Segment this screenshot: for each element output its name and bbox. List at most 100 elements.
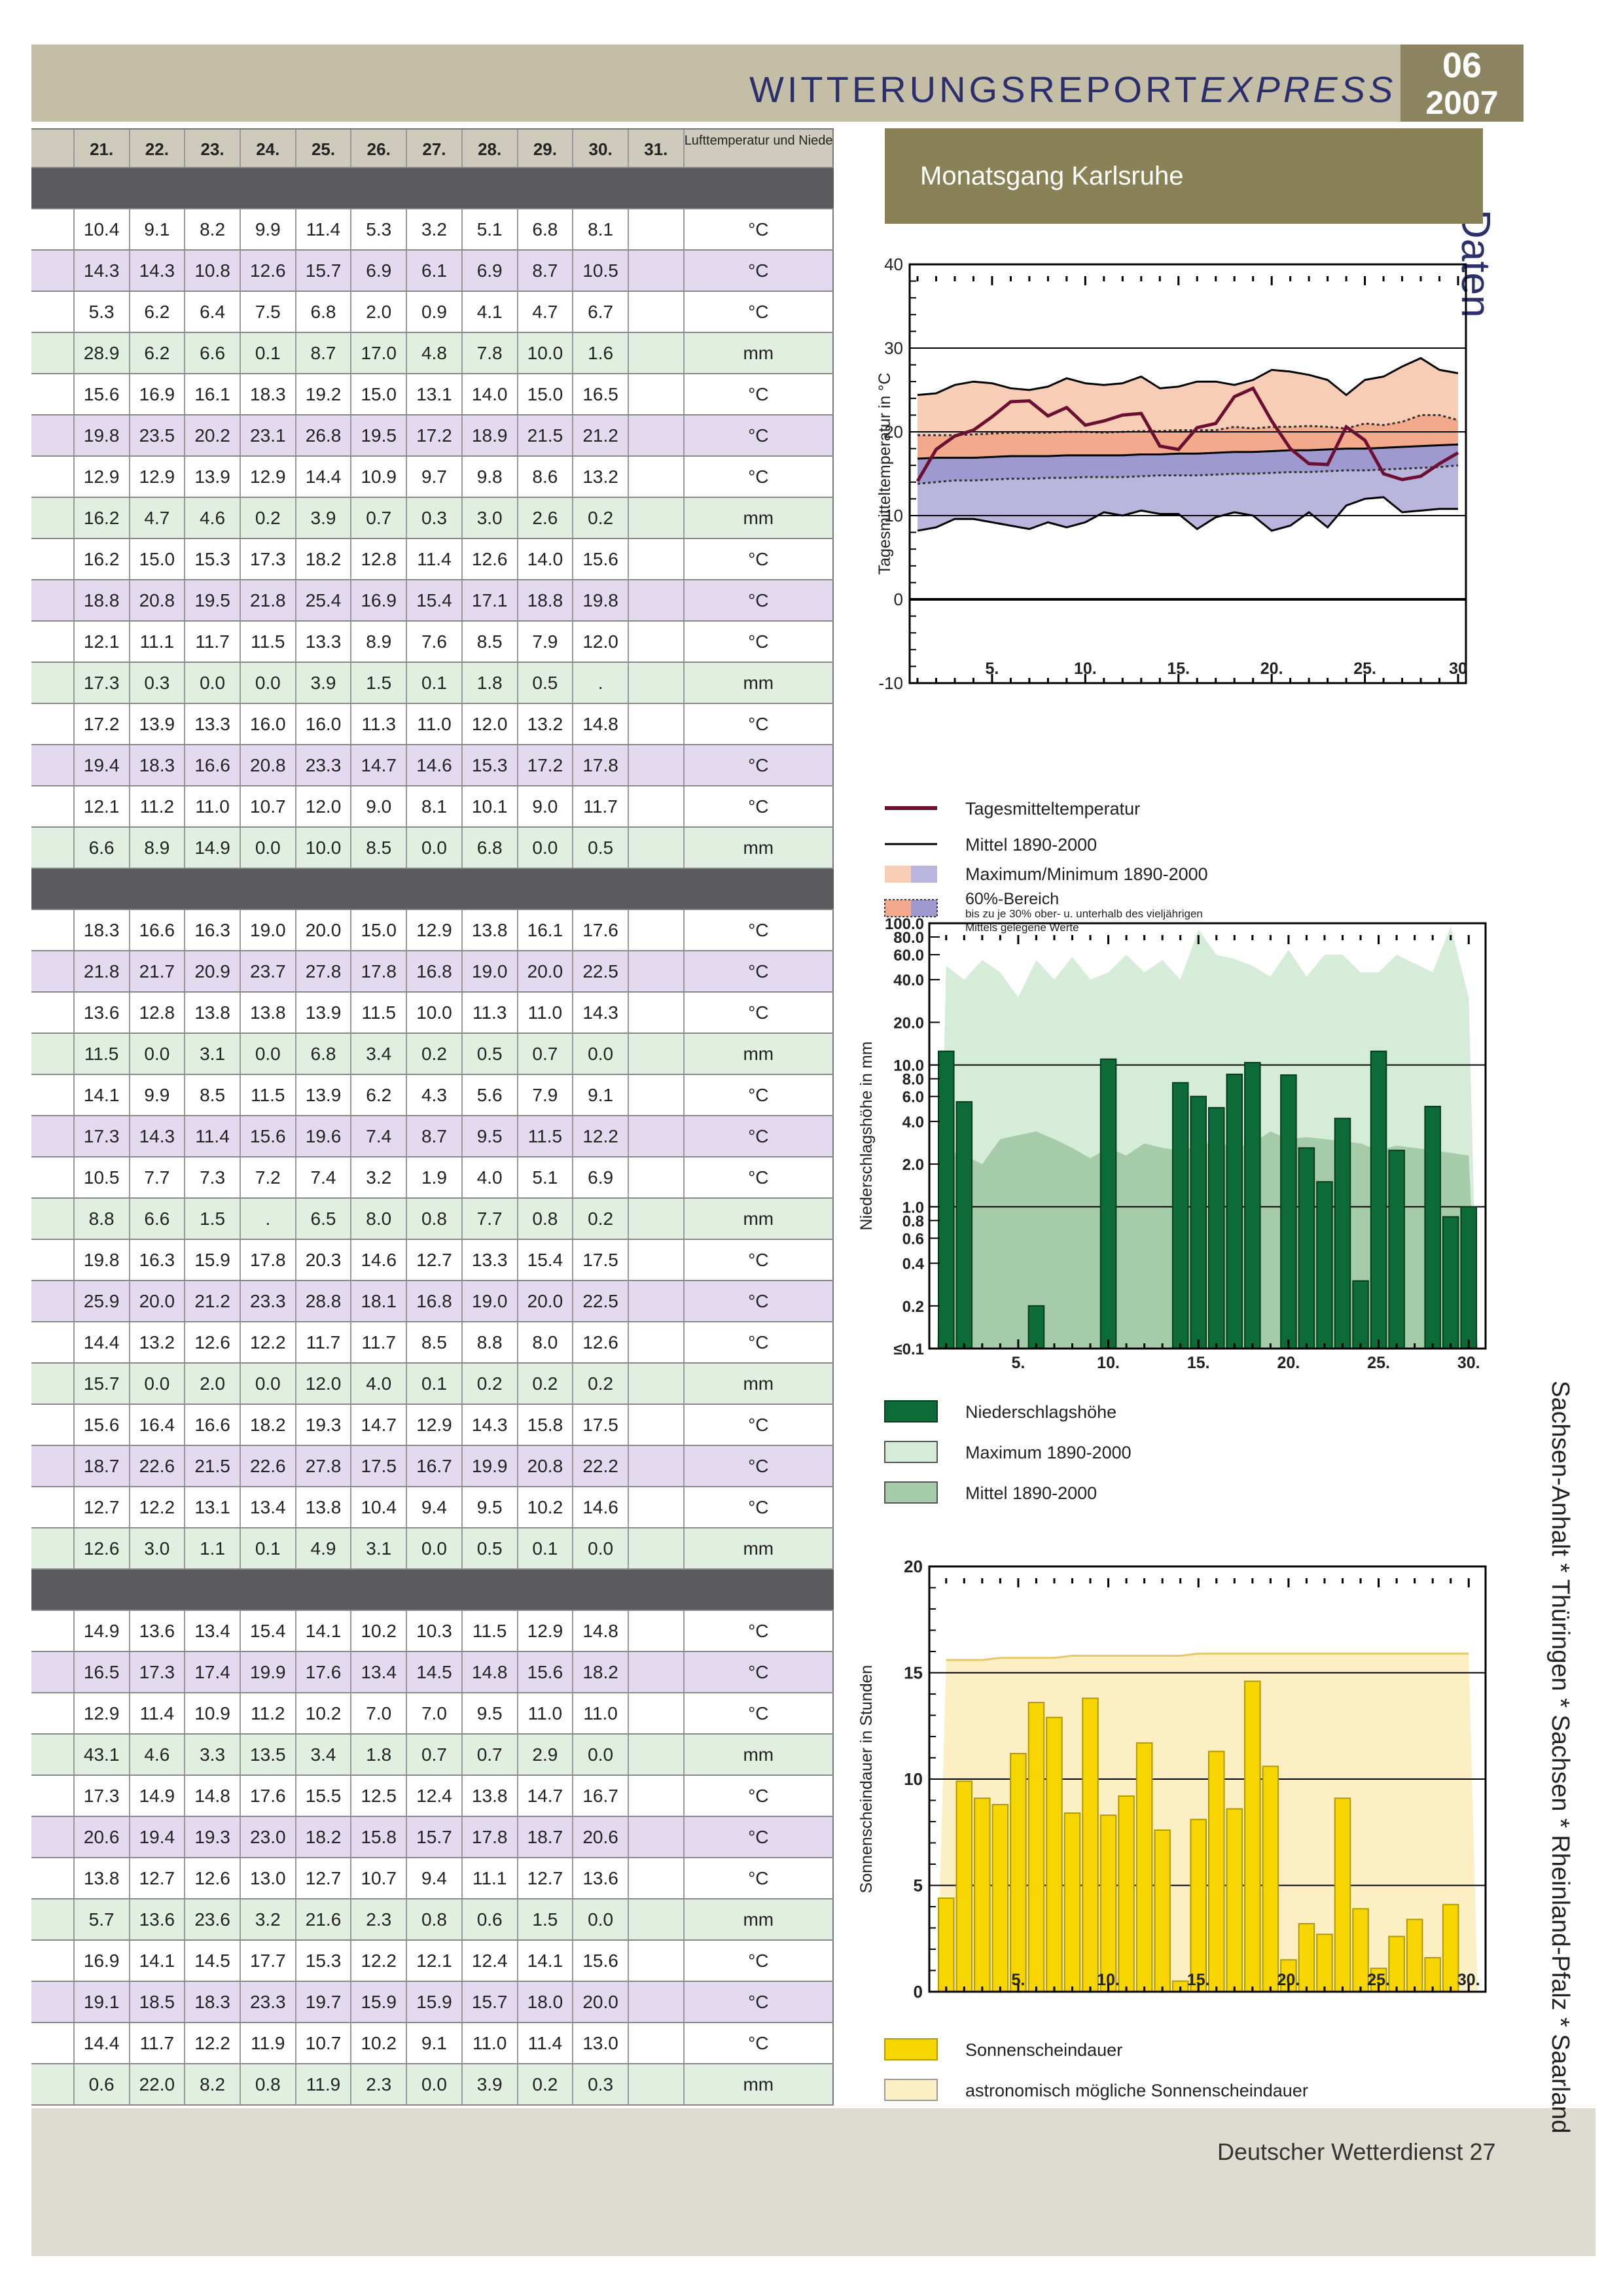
table-cell: 15.4: [518, 1240, 574, 1280]
x-tick-label: 5.: [1011, 1354, 1025, 1372]
table-cell: 8.8: [463, 1322, 518, 1362]
row-label-cell: [31, 539, 75, 579]
table-cell: 0.8: [518, 1199, 574, 1239]
table-row: 16.9 14.1 14.5 17.7 15.3 12.2 12.1 12.4 14.1 15.6…: [31, 1941, 834, 1982]
table-row: 18.8 20.8 19.5 21.8 25.4 16.9 15.4 17.1 18.8 19.8…: [31, 580, 834, 622]
unit-cell: °C: [685, 580, 834, 620]
sunshine-bar: [1190, 1818, 1207, 1992]
table-cell: 4.1: [463, 292, 518, 332]
table-cell: 17.2: [75, 704, 130, 744]
table-cell: 11.4: [185, 1116, 241, 1156]
sunshine-bar: [1046, 1716, 1063, 1992]
table-cell: 14.7: [351, 1405, 408, 1445]
table-cell: 6.6: [185, 333, 241, 373]
table-cell: 16.2: [75, 539, 130, 579]
table-cell: 4.0: [463, 1157, 518, 1197]
column-header: 29.: [518, 130, 574, 167]
table-cell: 12.0: [463, 704, 518, 744]
table-row: 8.8 6.6 1.5. 6.5 8.0 0.8 7.7 0.8 0.2 mm: [31, 1199, 834, 1240]
table-cell: 17.7: [241, 1941, 296, 1981]
y-tick-label: 4.0: [902, 1114, 924, 1131]
report-header: [31, 44, 1524, 122]
table-cell: 12.9: [518, 1611, 574, 1651]
table-cell: 18.7: [518, 1817, 574, 1857]
table-row: 14.1 9.9 8.5 11.5 13.9 6.2 4.3 5.6 7.9 9.1 °C: [31, 1075, 834, 1116]
unit-cell: °C: [685, 1652, 834, 1692]
sunshine-bar: [1010, 1753, 1027, 1992]
table-row: 14.9 13.6 13.4 15.4 14.1 10.2 10.3 11.5 12.9 14.8…: [31, 1611, 834, 1652]
table-cell: 11.9: [296, 2064, 352, 2104]
table-cell: 0.2: [241, 498, 296, 538]
table-cell: 21.5: [185, 1446, 241, 1486]
table-cell: 14.3: [130, 1116, 186, 1156]
table-cell: 7.2: [241, 1157, 296, 1197]
station-section-bar: [31, 1570, 834, 1611]
table-cell: 8.5: [351, 828, 408, 868]
row-label-cell: [31, 333, 75, 373]
table-cell: 5.3: [351, 209, 408, 249]
row-label-cell: [31, 993, 75, 1033]
table-cell: 16.6: [185, 745, 241, 785]
table-cell: 12.6: [463, 539, 518, 579]
table-cell: 1.5: [185, 1199, 241, 1239]
table-cell: 0.2: [518, 1364, 574, 1404]
table-cell: 12.1: [75, 786, 130, 826]
table-cell: 5.6: [463, 1075, 518, 1115]
table-cell: 3.0: [130, 1528, 186, 1568]
row-label-cell: [31, 704, 75, 744]
row-label-cell: [31, 1322, 75, 1362]
table-cell: [629, 1199, 685, 1239]
table-cell: 13.8: [75, 1858, 130, 1898]
y-tick-label: 40: [884, 255, 903, 274]
table-cell: 13.3: [463, 1240, 518, 1280]
table-cell: 18.3: [130, 745, 186, 785]
table-cell: 13.6: [75, 993, 130, 1033]
table-cell: [629, 1652, 685, 1692]
table-cell: 10.3: [407, 1611, 463, 1651]
table-cell: 4.6: [130, 1735, 186, 1775]
precip-bar: [1370, 1050, 1387, 1349]
row-label-cell: [31, 2064, 75, 2104]
table-cell: 4.0: [351, 1364, 408, 1404]
table-cell: [629, 209, 685, 249]
legend-label-sunshine: Sonnenscheindauer: [965, 2040, 1122, 2060]
table-cell: 15.6: [518, 1652, 574, 1692]
table-cell: 19.0: [241, 910, 296, 950]
table-cell: 1.8: [351, 1735, 408, 1775]
table-row: 11.5 0.0 3.1 0.0 6.8 3.4 0.2 0.5 0.7 0.0 mm: [31, 1034, 834, 1075]
table-cell: 11.0: [185, 786, 241, 826]
table-cell: 19.8: [75, 415, 130, 455]
table-cell: 8.0: [351, 1199, 408, 1239]
row-label-cell: [31, 828, 75, 868]
table-cell: 6.6: [130, 1199, 186, 1239]
station-section-bar: [31, 168, 834, 209]
y-tick-label: 8.0: [902, 1071, 924, 1089]
table-cell: [629, 1034, 685, 1074]
unit-cell: °C: [685, 1405, 834, 1445]
issue-year: 2007: [1425, 84, 1499, 121]
table-cell: 0.0: [241, 1364, 296, 1404]
table-cell: 22.6: [130, 1446, 186, 1486]
y-tick-label: 10: [884, 506, 903, 525]
table-cell: 13.0: [241, 1858, 296, 1898]
table-cell: 17.8: [463, 1817, 518, 1857]
legend-band-border: [884, 899, 938, 917]
row-label-cell: [31, 1157, 75, 1197]
table-cell: 17.3: [75, 663, 130, 703]
table-cell: [629, 1776, 685, 1816]
table-cell: 13.4: [241, 1487, 296, 1527]
table-cell: [629, 1405, 685, 1445]
table-cell: 18.5: [130, 1982, 186, 2022]
table-cell: 8.9: [351, 622, 408, 662]
table-cell: [629, 1240, 685, 1280]
table-cell: 12.9: [407, 910, 463, 950]
table-cell: 22.2: [573, 1446, 629, 1486]
temperature-chart: -10 0 10 20 30 40 5. 10. 15. 20. 25. 30 Tagesmittelt…: [877, 255, 1467, 693]
table-row: 21.8 21.7 20.9 23.7 27.8 17.8 16.8 19.0 20.0 22.5…: [31, 951, 834, 993]
table-cell: 14.6: [351, 1240, 408, 1280]
table-cell: 6.4: [185, 292, 241, 332]
table-header-row: 21. 22. 23. 24. 25. 26. 27. 28. 29. 30. 31. Lufttem…: [31, 128, 834, 168]
table-cell: 17.0: [351, 333, 408, 373]
table-cell: 2.3: [351, 2064, 408, 2104]
table-cell: 0.1: [518, 1528, 574, 1568]
